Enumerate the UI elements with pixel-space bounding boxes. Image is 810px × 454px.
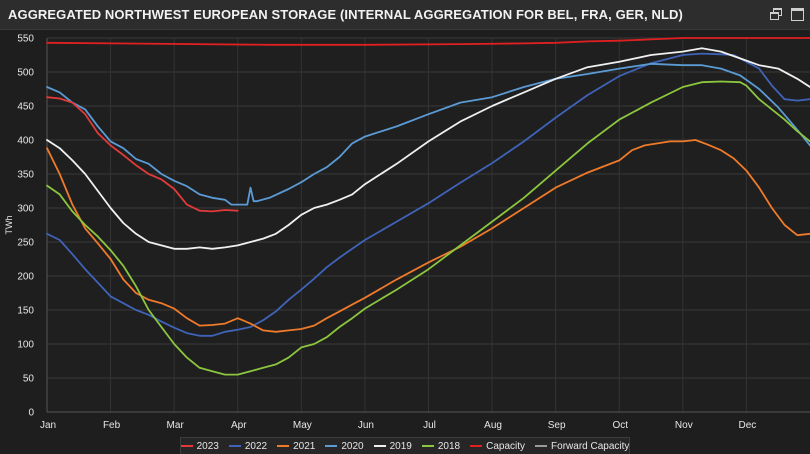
restore-window-icon[interactable]: [770, 8, 783, 21]
x-tick-label: Jun: [358, 420, 374, 431]
y-tick-label: 250: [17, 238, 34, 249]
x-tick-label: Jan: [40, 420, 56, 431]
series-line-capacity: [46, 37, 810, 46]
legend-item-2022[interactable]: 2022: [228, 440, 268, 452]
y-tick-label: 500: [17, 68, 34, 79]
y-axis-label: TWh: [4, 216, 14, 235]
legend-item-2019[interactable]: 2019: [373, 440, 412, 452]
legend-label: 2019: [389, 440, 412, 452]
legend-label: Capacity: [486, 440, 526, 452]
x-tick-label: Mar: [167, 420, 185, 431]
legend-item-forward-capacity[interactable]: Forward Capacity: [535, 441, 629, 452]
legend-label: 2023: [196, 440, 219, 452]
legend-item-2018[interactable]: 2018: [421, 440, 461, 452]
legend-label: Forward Capacity: [551, 440, 630, 452]
legend-swatch: [373, 445, 386, 447]
legend-swatch: [228, 445, 241, 447]
legend-label: 2018: [437, 440, 461, 452]
series-line-2022: [46, 52, 810, 337]
series-line-2021: [46, 139, 810, 333]
x-tick-label: Jul: [423, 420, 436, 431]
legend-item-2020[interactable]: 2020: [325, 440, 364, 452]
x-tick-label: Feb: [103, 420, 121, 431]
legend-swatch: [325, 445, 338, 447]
legend-swatch: [535, 445, 548, 447]
y-tick-label: 0: [28, 408, 34, 419]
maximize-window-icon[interactable]: [791, 8, 804, 21]
x-tick-label: Oct: [612, 420, 628, 431]
legend-label: 2022: [244, 440, 268, 452]
series-line-2020: [46, 62, 810, 206]
y-tick-label: 550: [17, 34, 34, 45]
line-chart: 0 50 100 150 200 250 300 350 400 450 500 550 Jan Feb M…: [4, 34, 810, 431]
y-tick-label: 50: [23, 374, 35, 385]
chart-title: AGGREGATED NORTHWEST EUROPEAN STORAGE (I…: [8, 7, 683, 22]
y-tick-label: 450: [17, 102, 34, 113]
legend-swatch: [180, 445, 193, 447]
legend-item-2021[interactable]: 2021: [277, 441, 315, 452]
y-tick-label: 200: [17, 272, 34, 283]
x-tick-label: Nov: [675, 420, 693, 431]
series-line-2018: [46, 80, 810, 376]
x-tick-label: Dec: [739, 420, 757, 431]
legend-label: 2020: [341, 440, 364, 452]
legend-item-2023[interactable]: 2023: [180, 440, 219, 452]
legend-label: 2021: [293, 440, 316, 452]
series-line-2019: [46, 47, 810, 250]
y-tick-label: 400: [17, 136, 34, 147]
legend-swatch: [421, 445, 434, 447]
series-line-2023: [46, 96, 239, 213]
legend-swatch: [470, 445, 483, 447]
legend-swatch: [277, 445, 290, 447]
chart-legend: 2023 2022 2021 2020 2019 2018 Capacity Forward …: [180, 437, 630, 454]
title-bar: AGGREGATED NORTHWEST EUROPEAN STORAGE (I…: [0, 0, 810, 30]
y-tick-label: 100: [17, 340, 34, 351]
y-tick-label: 150: [17, 306, 34, 317]
x-tick-label: Aug: [484, 420, 502, 431]
x-tick-label: May: [293, 420, 312, 431]
x-tick-label: Sep: [548, 420, 566, 431]
legend-item-capacity[interactable]: Capacity: [470, 441, 525, 452]
y-tick-label: 350: [17, 170, 34, 181]
y-tick-label: 300: [17, 204, 34, 215]
x-tick-label: Apr: [231, 420, 247, 431]
